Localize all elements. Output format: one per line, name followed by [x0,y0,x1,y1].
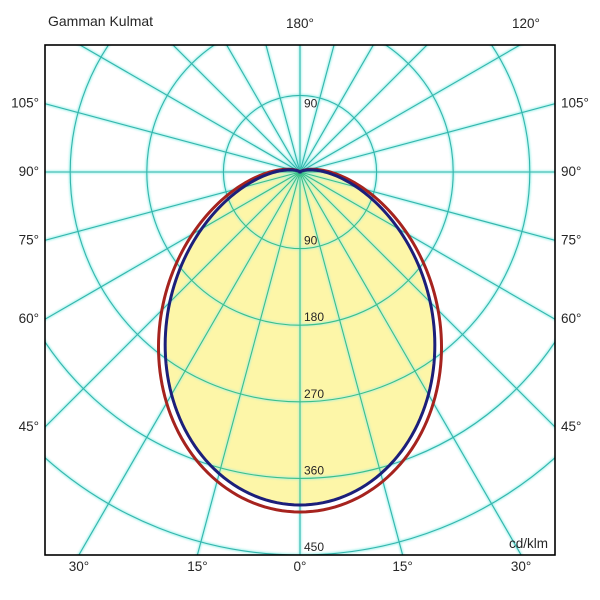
svg-text:120°: 120° [512,16,540,31]
svg-text:180°: 180° [286,16,314,31]
svg-text:0°: 0° [294,559,307,574]
svg-text:270: 270 [304,387,324,401]
svg-text:360: 360 [304,463,324,477]
svg-text:15°: 15° [187,559,207,574]
svg-text:60°: 60° [19,311,39,326]
svg-text:180: 180 [304,310,324,324]
svg-text:105°: 105° [11,96,39,111]
svg-text:cd/klm: cd/klm [509,536,548,551]
svg-text:90: 90 [304,96,318,110]
svg-text:45°: 45° [561,419,581,434]
svg-text:75°: 75° [19,232,39,247]
svg-text:90°: 90° [19,164,39,179]
svg-text:60°: 60° [561,311,581,326]
svg-text:30°: 30° [69,559,89,574]
svg-text:90°: 90° [561,164,581,179]
svg-text:105°: 105° [561,96,589,111]
svg-text:Gamman Kulmat: Gamman Kulmat [48,13,153,29]
svg-text:30°: 30° [511,559,531,574]
svg-text:15°: 15° [392,559,412,574]
svg-text:450: 450 [304,540,324,554]
svg-text:75°: 75° [561,232,581,247]
svg-text:90: 90 [304,234,318,248]
svg-text:45°: 45° [19,419,39,434]
